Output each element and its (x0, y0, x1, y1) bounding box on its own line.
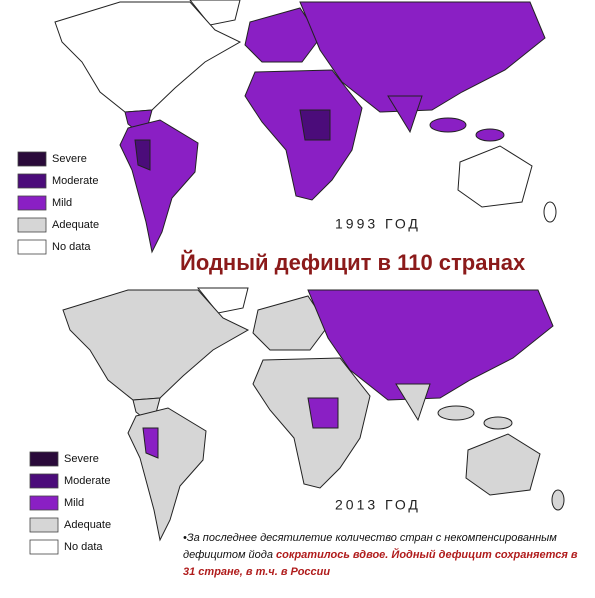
title: Йодный дефицит в 110 странах (180, 250, 526, 275)
note-highlight: сократилось вдвое. Йодный дефицит сохран… (183, 549, 578, 578)
legend-swatch (17, 173, 47, 189)
legend-swatch (17, 195, 47, 211)
legend-label: Adequate (64, 519, 111, 531)
legend-label: Mild (52, 197, 72, 209)
year-label: 1993 ГОД (335, 216, 421, 232)
year-label: 2013 ГОД (335, 497, 421, 513)
legend-swatch (29, 495, 59, 511)
legend-label: Severe (52, 153, 87, 165)
legend-label: Moderate (64, 475, 110, 487)
legend-label: Adequate (52, 219, 99, 231)
legend-label: No data (64, 541, 103, 553)
legend-label: Severe (64, 453, 99, 465)
note: •За последнее десятилетие количество стр… (183, 530, 583, 581)
legend-label: No data (52, 241, 91, 253)
legend-label: Mild (64, 497, 84, 509)
legend-swatch (17, 151, 47, 167)
world-map-1993 (54, 0, 557, 254)
legend-swatch (29, 473, 59, 489)
world-map-2013 (62, 287, 565, 542)
note-text: •За последнее десятилетие количество стр… (183, 532, 557, 561)
legend-swatch (29, 517, 59, 533)
legend-label: Moderate (52, 175, 98, 187)
legend-swatch (17, 217, 47, 233)
legend-swatch (29, 451, 59, 467)
legend-swatch (17, 239, 47, 255)
legend-swatch (29, 539, 59, 555)
